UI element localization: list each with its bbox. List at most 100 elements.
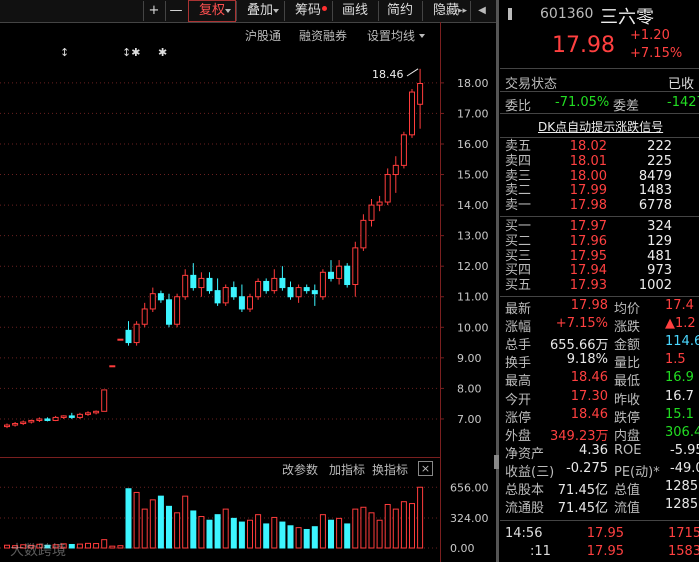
event-marker: ✱ (158, 46, 167, 59)
y-tick-label: 14.00 (457, 199, 489, 212)
toolbar-button[interactable]: 复权 (188, 0, 236, 22)
candle-body (133, 323, 140, 344)
volume-bar (52, 544, 59, 549)
status-label: 交易状态 (505, 77, 558, 92)
volume-bar (174, 512, 181, 549)
volume-bar (384, 503, 391, 549)
y-tick-label: 8.00 (457, 382, 482, 395)
y-tick-label: 17.00 (457, 107, 489, 120)
toolbar-button[interactable]: + (143, 1, 164, 21)
volume-bar (238, 521, 245, 549)
y-tick-label: 11.00 (457, 291, 489, 304)
stat-label: 总股本 (505, 483, 545, 498)
candle-body (255, 280, 262, 298)
stat-label: 总手 (505, 338, 532, 354)
signal-link[interactable]: DK点自动提示涨跌信号 (538, 120, 664, 134)
candle-body (85, 412, 91, 415)
stat-value: 9.18% (566, 352, 608, 368)
volume-bar (85, 542, 91, 549)
y-tick-label: 9.00 (457, 352, 482, 365)
toolbar-button[interactable]: — (165, 1, 186, 21)
toolbar-button[interactable]: 简约 (378, 1, 421, 21)
badge-dot (322, 6, 327, 11)
tick-volume: 1715 (668, 526, 699, 541)
collapse-button[interactable]: ◀ (470, 1, 493, 21)
candle-body (4, 424, 10, 428)
volume-bar (117, 545, 124, 549)
volume-bar (166, 505, 172, 549)
volume-bar (214, 514, 221, 549)
tick-price: 17.95 (586, 544, 624, 559)
divider (500, 216, 699, 217)
candle-body (60, 415, 67, 418)
y-tick-label: 18.00 (457, 77, 489, 90)
stat-label: 涨幅 (505, 320, 532, 336)
volume-bar (125, 488, 132, 549)
candle-body (20, 421, 27, 425)
volume-bar (4, 544, 10, 549)
toolbar-button[interactable]: 叠加 (236, 1, 283, 21)
indicator-button[interactable]: 改参数 (282, 463, 319, 477)
stat-label: 金额 (614, 338, 641, 354)
candle-body (328, 271, 334, 279)
ask-price: 18.01 (569, 153, 607, 169)
y-tick-label: 7.00 (457, 413, 482, 426)
ratio-label: 委比 (505, 99, 532, 114)
ratio-value: -71.05% (555, 95, 610, 110)
volume-bar (392, 508, 399, 549)
kline-chart: 7.00 8.00 9.00 10.00 11.00 12.00 13.00 14.00 15.… (0, 0, 499, 562)
candle-body (303, 287, 310, 292)
candle-body (222, 287, 229, 304)
indicator-button[interactable]: 加指标 (329, 463, 366, 477)
volume-bar (133, 491, 140, 549)
toolbar-link[interactable]: 沪股通 (245, 29, 282, 43)
candle-body (214, 290, 221, 304)
volume-bar (319, 514, 326, 549)
stat-value: 306.43 (665, 424, 699, 440)
indicator-button[interactable]: 换指标 (372, 463, 409, 477)
candle-body (157, 293, 164, 301)
ask-volume: 8479 (638, 168, 672, 184)
candle-body (336, 265, 343, 279)
stat-value: 18.46 (570, 370, 608, 386)
dropdown-icon (225, 9, 231, 13)
y-tick-label: 15.00 (457, 169, 489, 182)
candle-body (182, 274, 189, 298)
candle-body (311, 290, 318, 295)
toolbar-button[interactable]: 画线 (332, 1, 377, 21)
stat-value: -5.95 (670, 442, 699, 458)
volume-bar (157, 495, 164, 549)
stat-value: 1.5 (665, 352, 686, 368)
toolbar-link[interactable]: 设置均线 (367, 29, 416, 43)
stat-value: 1285 (665, 479, 699, 494)
stat-label: 均价 (614, 302, 641, 317)
candle-body (368, 204, 375, 221)
volume-bar (417, 486, 424, 549)
stat-value: 17.30 (570, 388, 608, 404)
close-indicator[interactable]: × (418, 461, 433, 476)
volume-bar (311, 526, 318, 549)
toolbar-button[interactable]: 隐藏 (422, 1, 469, 21)
toolbar-link[interactable]: 融资融券 (299, 29, 348, 43)
volume-bar (336, 517, 343, 549)
candle-body (44, 418, 51, 421)
bid-label: 买二 (505, 233, 532, 249)
ask-price: 17.98 (569, 198, 607, 214)
candle-body (141, 308, 148, 325)
candle-body (409, 91, 415, 136)
candle-body (392, 164, 399, 176)
ask-label: 卖四 (505, 153, 532, 169)
volume-bar (222, 508, 229, 549)
candle-body (101, 389, 108, 412)
volume-bar (255, 514, 262, 549)
stock-name: 三六零 (600, 7, 654, 28)
stat-label: 涨跌 (614, 320, 641, 336)
toolbar-button[interactable]: 筹码 (284, 1, 331, 21)
divider (500, 520, 699, 521)
volume-bar (263, 523, 270, 549)
stat-label: 外盘 (505, 428, 532, 444)
stat-label: 量比 (614, 356, 641, 372)
y-tick-label: 10.00 (457, 321, 489, 334)
y-tick-label: 0.00 (450, 542, 475, 555)
candle-body (319, 271, 326, 298)
